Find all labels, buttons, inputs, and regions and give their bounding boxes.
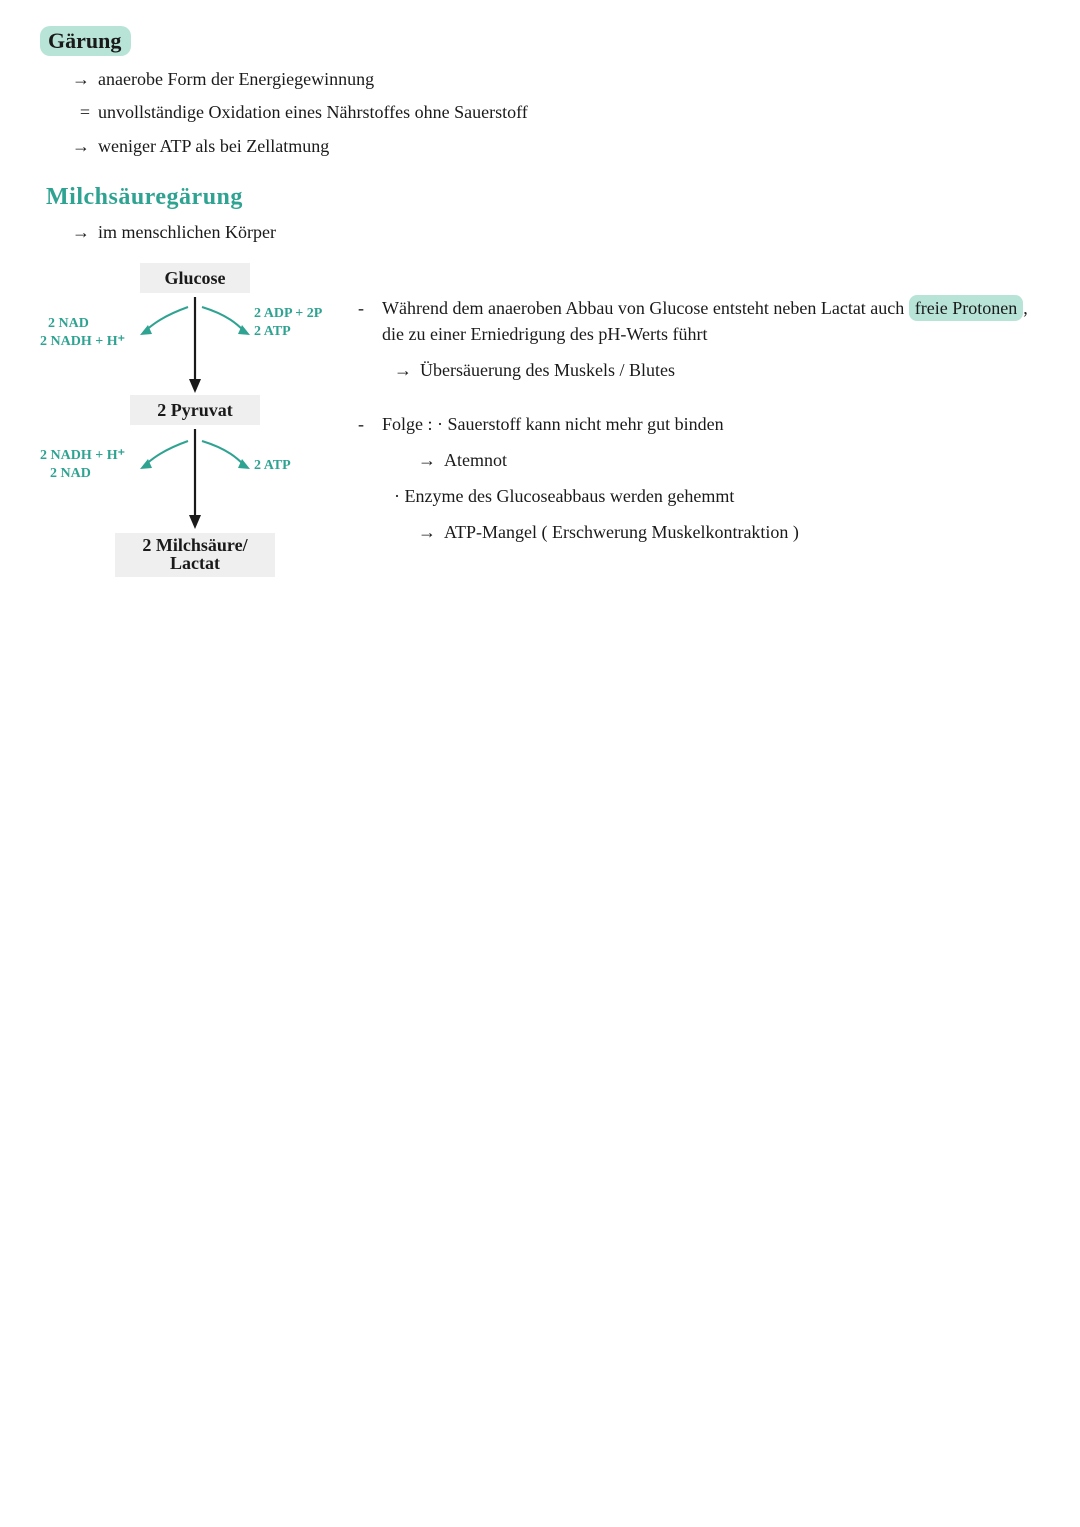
label-step1-left1: 2 NAD bbox=[48, 316, 89, 331]
sidenote-1-sub-text: Übersäuerung des Muskels / Blutes bbox=[420, 357, 675, 383]
sidenote-2: - Folge : · Sauerstoff kann nicht mehr g… bbox=[358, 411, 1040, 437]
bullet-sub: → im menschlichen Körper bbox=[70, 221, 1040, 244]
bullet-marker: → bbox=[70, 135, 90, 158]
bullet-text: unvollständige Oxidation eines Nährstoff… bbox=[98, 101, 528, 124]
sidenote-2b: · Enzyme des Glucoseabbaus werden gehemm… bbox=[394, 483, 1040, 509]
sidenote-2a-sub: → Atemnot bbox=[418, 447, 1040, 473]
sidenote-2b-sub-text: ATP-Mangel ( Erschwerung Muskelkontrakti… bbox=[444, 519, 799, 545]
label-step1-right1: 2 ADP + 2P bbox=[254, 306, 323, 321]
curve-step2-left bbox=[145, 441, 188, 465]
arrow-marker: → bbox=[394, 357, 412, 383]
bullet-row: → anaerobe Form der Energiegewinnung bbox=[70, 68, 1040, 91]
node-pyruvat-label: 2 Pyruvat bbox=[157, 400, 233, 420]
bullet-marker: → bbox=[70, 221, 90, 244]
label-step1-right2: 2 ATP bbox=[254, 324, 291, 339]
node-glucose-label: Glucose bbox=[165, 268, 226, 288]
label-step1-left2: 2 NADH + H⁺ bbox=[40, 334, 125, 349]
heading-milchsaeure: Milchsäuregärung bbox=[40, 184, 1040, 211]
dash-marker: - bbox=[358, 411, 374, 437]
node-lactat-label2: Lactat bbox=[170, 553, 220, 573]
flowchart-svg: Glucose 2 NAD 2 NADH + H⁺ 2 ADP + 2P 2 A… bbox=[40, 255, 330, 585]
sidenote-1: - Während dem anaeroben Abbau von Glucos… bbox=[358, 295, 1040, 347]
curve-step1-left bbox=[145, 307, 188, 331]
node-lactat-label1: 2 Milchsäure/ bbox=[142, 535, 248, 555]
label-step2-left2: 2 NAD bbox=[50, 466, 91, 481]
arrow-2-head bbox=[189, 515, 201, 529]
page: Gärung → anaerobe Form der Energiegewinn… bbox=[0, 0, 1080, 625]
arrow-1-head bbox=[189, 379, 201, 393]
sidenote-2-lead: Folge : bbox=[382, 414, 433, 434]
sidenote-1-pre: Während dem anaeroben Abbau von Glucose … bbox=[382, 298, 904, 318]
sidenote-2a-sub-text: Atemnot bbox=[444, 447, 507, 473]
bullet-text: im menschlichen Körper bbox=[98, 221, 276, 244]
bullet-text: weniger ATP als bei Zellatmung bbox=[98, 135, 329, 158]
heading-gaerung: Gärung bbox=[40, 26, 131, 56]
sidenote-1-text: Während dem anaeroben Abbau von Glucose … bbox=[382, 295, 1040, 347]
bullet-row: → weniger ATP als bei Zellatmung bbox=[70, 135, 1040, 158]
label-step2-right: 2 ATP bbox=[254, 458, 291, 473]
sidenote-1-sub: → Übersäuerung des Muskels / Blutes bbox=[394, 357, 1040, 383]
sidenote-2-line: Folge : · Sauerstoff kann nicht mehr gut… bbox=[382, 411, 724, 437]
bullet-marker: = bbox=[70, 101, 90, 124]
flowchart-column: Glucose 2 NAD 2 NADH + H⁺ 2 ADP + 2P 2 A… bbox=[40, 255, 330, 585]
two-column-layout: Glucose 2 NAD 2 NADH + H⁺ 2 ADP + 2P 2 A… bbox=[40, 255, 1040, 585]
bullet-row: = unvollständige Oxidation eines Nährsto… bbox=[70, 101, 1040, 124]
label-step2-left1: 2 NADH + H⁺ bbox=[40, 448, 125, 463]
sidenote-2b-sub: → ATP-Mangel ( Erschwerung Muskelkontrak… bbox=[418, 519, 1040, 545]
sidenote-2b-text: · Enzyme des Glucoseabbaus werden gehemm… bbox=[394, 483, 734, 509]
dash-marker: - bbox=[358, 295, 374, 321]
bullet-text: anaerobe Form der Energiegewinnung bbox=[98, 68, 374, 91]
bullet-row: → im menschlichen Körper bbox=[70, 221, 1040, 244]
sidenotes-column: - Während dem anaeroben Abbau von Glucos… bbox=[358, 255, 1040, 546]
section-milchsaeure: Milchsäuregärung → im menschlichen Körpe… bbox=[40, 184, 1040, 584]
curve-step2-right bbox=[202, 441, 244, 465]
sidenote-2a: · Sauerstoff kann nicht mehr gut binden bbox=[437, 414, 724, 434]
arrow-marker: → bbox=[418, 519, 436, 545]
arrow-marker: → bbox=[418, 447, 436, 473]
curve-step1-right bbox=[202, 307, 244, 331]
bullet-marker: → bbox=[70, 68, 90, 91]
bullets-gaerung: → anaerobe Form der Energiegewinnung = u… bbox=[70, 68, 1040, 158]
sidenote-1-highlight: freie Protonen bbox=[909, 295, 1023, 321]
